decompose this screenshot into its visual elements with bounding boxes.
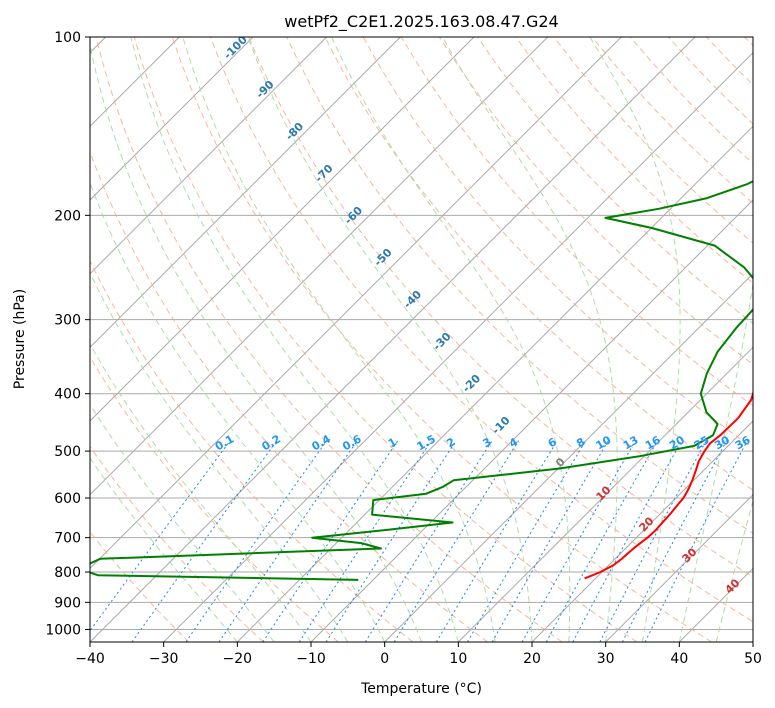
moist-adiabat-line bbox=[90, 343, 312, 642]
dry-adiabat-line bbox=[248, 37, 753, 578]
x-tick-label: 20 bbox=[523, 651, 541, 667]
moist-adiabat-line bbox=[331, 37, 571, 642]
x-tick-label: −10 bbox=[296, 651, 326, 667]
x-tick-label: 10 bbox=[449, 651, 467, 667]
isotherm-line bbox=[163, 51, 753, 642]
moist-adiabat-line bbox=[715, 499, 753, 642]
dry-adiabat-line bbox=[171, 37, 712, 642]
isotherm-line bbox=[457, 346, 753, 642]
moist-adiabat-line bbox=[589, 37, 681, 642]
chart-title: wetPf2_C2E1.2025.163.08.47.G24 bbox=[284, 12, 558, 32]
y-tick-label: 1000 bbox=[45, 622, 81, 638]
dry-adiabat-line bbox=[210, 37, 753, 623]
moist-adiabat-line bbox=[90, 181, 386, 642]
moist-adiabat-line bbox=[441, 37, 618, 642]
moist-adiabat-line bbox=[247, 37, 533, 642]
mixing-ratio-line bbox=[435, 440, 558, 642]
x-tick-label: 0 bbox=[380, 651, 389, 667]
moist-adiabat-line bbox=[90, 403, 275, 642]
y-tick-label: 100 bbox=[54, 30, 81, 46]
mixing-ratio-line bbox=[599, 440, 707, 642]
dry-adiabat-line bbox=[515, 37, 753, 284]
x-tick-label: −40 bbox=[75, 651, 105, 667]
mixing-ratio-line bbox=[621, 440, 728, 642]
dry-adiabat-line bbox=[133, 37, 638, 642]
y-tick-label: 300 bbox=[54, 313, 81, 329]
x-tick-label: 30 bbox=[597, 651, 615, 667]
mixing-ratio-line bbox=[325, 440, 457, 642]
isotherm-line bbox=[90, 37, 549, 496]
mixing-ratio-line bbox=[131, 440, 278, 642]
mixing-ratio-line bbox=[644, 440, 748, 642]
isotherm-line bbox=[605, 493, 753, 642]
y-tick-label: 200 bbox=[54, 208, 81, 224]
y-tick-label: 700 bbox=[54, 531, 81, 547]
isotherm-line bbox=[90, 37, 401, 349]
mixing-ratio-line bbox=[364, 440, 493, 642]
x-tick-label: 40 bbox=[670, 651, 688, 667]
dry-adiabat-line bbox=[90, 259, 414, 642]
x-tick-label: −30 bbox=[149, 651, 179, 667]
isotherm-line bbox=[90, 37, 328, 275]
mixing-ratio-line bbox=[545, 440, 659, 642]
dry-adiabat-line bbox=[90, 445, 264, 642]
y-axis-title: Pressure (hPa) bbox=[12, 289, 28, 389]
dewpoint-profile-line bbox=[90, 180, 753, 581]
plot-frame bbox=[89, 36, 754, 643]
dry-adiabat-line bbox=[95, 37, 563, 642]
y-tick-label: 400 bbox=[54, 387, 81, 403]
y-tick-label: 500 bbox=[54, 444, 81, 460]
moist-adiabat-line bbox=[678, 280, 753, 642]
dry-adiabat-line bbox=[324, 37, 753, 491]
x-tick-label: −20 bbox=[223, 651, 253, 667]
mixing-ratio-line bbox=[298, 440, 432, 642]
moist-adiabat-line bbox=[90, 42, 422, 642]
temperature-profile-line bbox=[584, 390, 753, 580]
isotherm-line bbox=[90, 37, 475, 422]
y-tick-label: 900 bbox=[54, 595, 81, 611]
x-axis-title: Temperature (°C) bbox=[360, 681, 482, 697]
isotherm-line bbox=[90, 37, 622, 570]
moist-adiabat-line bbox=[90, 457, 238, 642]
x-tick-label: 50 bbox=[744, 651, 762, 667]
moist-adiabat-line bbox=[130, 37, 459, 642]
y-tick-label: 600 bbox=[54, 491, 81, 507]
mixing-ratio-line bbox=[572, 440, 683, 642]
y-tick-label: 800 bbox=[54, 565, 81, 581]
isotherm-line bbox=[531, 420, 753, 642]
isotherm-line bbox=[384, 272, 753, 642]
isotherm-line bbox=[90, 37, 254, 201]
mixing-ratio-line bbox=[262, 440, 399, 642]
moist-adiabat-line bbox=[90, 271, 349, 642]
dry-adiabat-line bbox=[286, 37, 753, 534]
moist-adiabat-line bbox=[182, 37, 496, 642]
mixing-ratio-line bbox=[90, 440, 231, 632]
mixing-ratio-line bbox=[393, 440, 520, 642]
